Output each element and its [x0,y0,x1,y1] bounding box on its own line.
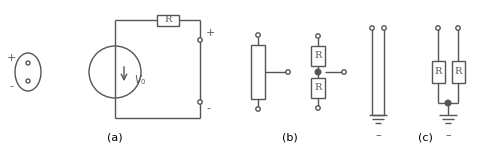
Text: –: – [375,130,381,140]
Circle shape [198,100,202,104]
Circle shape [456,26,460,30]
Circle shape [316,34,320,38]
Circle shape [89,46,141,98]
Bar [157,14,179,25]
Circle shape [256,107,260,111]
Text: +: + [6,53,16,63]
Text: (b): (b) [282,133,298,143]
Text: R: R [434,67,442,76]
Text: R: R [164,15,172,24]
Circle shape [26,61,30,65]
Bar [432,61,444,83]
Text: –: – [445,130,451,140]
Circle shape [316,106,320,110]
Circle shape [256,33,260,37]
Ellipse shape [15,53,41,91]
Text: +: + [206,28,216,38]
Bar [452,61,464,83]
Circle shape [382,26,386,30]
Text: R: R [314,52,322,60]
Circle shape [370,26,374,30]
Circle shape [315,69,321,75]
Text: -: - [206,103,210,113]
Text: (c): (c) [418,133,432,143]
Bar [311,46,325,66]
Text: $V_0$: $V_0$ [134,73,146,87]
Circle shape [436,26,440,30]
Circle shape [26,79,30,83]
Circle shape [445,100,451,106]
Circle shape [198,38,202,42]
Bar [251,45,265,99]
Text: R: R [314,83,322,93]
Circle shape [342,70,346,74]
Bar [311,78,325,98]
Text: (a): (a) [107,133,123,143]
Text: R: R [454,67,462,76]
Circle shape [286,70,290,74]
Text: -: - [9,81,13,91]
